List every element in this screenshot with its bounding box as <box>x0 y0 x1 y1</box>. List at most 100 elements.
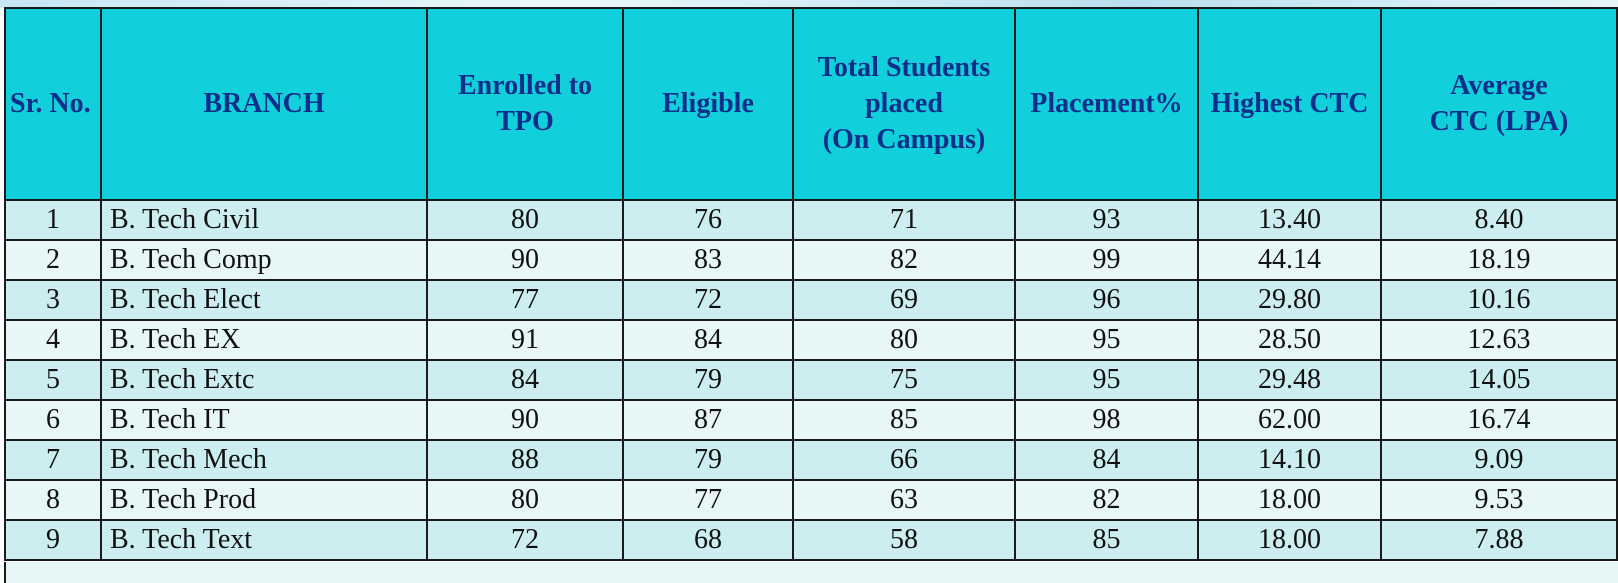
cell-average-ctc: 12.63 <box>1380 319 1618 361</box>
cell-eligible: 68 <box>622 519 794 561</box>
cell-enrolled: 80 <box>426 199 624 241</box>
header-branch: BRANCH <box>100 7 428 201</box>
cell-sr-no: 9 <box>4 519 102 561</box>
header-row: Sr. No. BRANCH Enrolled to TPO Eligible … <box>4 7 1618 201</box>
cell-eligible: 79 <box>622 359 794 401</box>
cell-highest-ctc: 62.00 <box>1197 399 1382 441</box>
cell-average-ctc: 7.88 <box>1380 519 1618 561</box>
cell-enrolled: 84 <box>426 359 624 401</box>
cell-enrolled: 91 <box>426 319 624 361</box>
cell-highest-ctc: 14.10 <box>1197 439 1382 481</box>
cell-eligible: 87 <box>622 399 794 441</box>
cell-placement-percent: 85 <box>1014 519 1199 561</box>
table-row: 9 B. Tech Text 72 68 58 85 18.00 7.88 <box>4 519 1618 561</box>
cell-sr-no: 7 <box>4 439 102 481</box>
table-row: 6 B. Tech IT 90 87 85 98 62.00 16.74 <box>4 399 1618 441</box>
cell-enrolled: 80 <box>426 479 624 521</box>
cell-highest-ctc: 28.50 <box>1197 319 1382 361</box>
cell-total-placed: 75 <box>792 359 1016 401</box>
cell-sr-no: 6 <box>4 399 102 441</box>
cell-sr-no: 2 <box>4 239 102 281</box>
header-highest-ctc-label: Highest CTC <box>1210 88 1369 119</box>
table-row: 3 B. Tech Elect 77 72 69 96 29.80 10.16 <box>4 279 1618 321</box>
table-row: 1 B. Tech Civil 80 76 71 93 13.40 8.40 <box>4 199 1618 241</box>
cell-placement-percent: 98 <box>1014 399 1199 441</box>
cell-branch: B. Tech EX <box>100 319 428 361</box>
header-placement-percent: Placement% <box>1014 7 1199 201</box>
header-eligible-label: Eligible <box>662 88 754 119</box>
table-row: 7 B. Tech Mech 88 79 66 84 14.10 9.09 <box>4 439 1618 481</box>
cell-total-placed: 80 <box>792 319 1016 361</box>
cell-sr-no: 1 <box>4 199 102 241</box>
cell-eligible: 83 <box>622 239 794 281</box>
header-average-ctc: Average CTC (LPA) <box>1380 7 1618 201</box>
header-highest-ctc: Highest CTC <box>1197 7 1382 201</box>
cell-highest-ctc: 18.00 <box>1197 519 1382 561</box>
decorative-top-band <box>0 0 1618 8</box>
cell-branch: B. Tech Mech <box>100 439 428 481</box>
cell-eligible: 79 <box>622 439 794 481</box>
cell-branch: B. Tech Elect <box>100 279 428 321</box>
cell-total-placed: 82 <box>792 239 1016 281</box>
header-total-placed-line-2: placed <box>865 88 943 119</box>
cell-highest-ctc: 13.40 <box>1197 199 1382 241</box>
header-average-ctc-line-2: CTC (LPA) <box>1429 106 1569 137</box>
header-branch-label: BRANCH <box>203 88 325 119</box>
cell-eligible: 77 <box>622 479 794 521</box>
cell-average-ctc: 18.19 <box>1380 239 1618 281</box>
cell-enrolled: 90 <box>426 239 624 281</box>
cell-placement-percent: 99 <box>1014 239 1199 281</box>
cell-average-ctc: 10.16 <box>1380 279 1618 321</box>
cell-average-ctc: 9.09 <box>1380 439 1618 481</box>
cell-enrolled: 72 <box>426 519 624 561</box>
header-sr-no: Sr. No. <box>4 7 102 201</box>
cell-total-placed: 63 <box>792 479 1016 521</box>
cell-highest-ctc: 18.00 <box>1197 479 1382 521</box>
cell-highest-ctc: 29.80 <box>1197 279 1382 321</box>
cell-branch: B. Tech Comp <box>100 239 428 281</box>
header-enrolled-line-1: Enrolled to <box>457 70 593 101</box>
cell-placement-percent: 93 <box>1014 199 1199 241</box>
table-body: 1 B. Tech Civil 80 76 71 93 13.40 8.40 2 B. Tech … <box>4 199 1618 561</box>
header-placement-percent-label: Placement% <box>1030 88 1183 119</box>
cell-total-placed: 58 <box>792 519 1016 561</box>
table-bottom-strip <box>4 562 1618 583</box>
table-row: 5 B. Tech Extc 84 79 75 95 29.48 14.05 <box>4 359 1618 401</box>
cell-placement-percent: 95 <box>1014 359 1199 401</box>
cell-enrolled: 90 <box>426 399 624 441</box>
header-total-placed-line-1: Total Students <box>817 52 991 83</box>
cell-sr-no: 5 <box>4 359 102 401</box>
header-total-placed: Total Students placed (On Campus) <box>792 7 1016 201</box>
cell-sr-no: 4 <box>4 319 102 361</box>
cell-total-placed: 66 <box>792 439 1016 481</box>
header-total-placed-line-3: (On Campus) <box>822 124 986 155</box>
cell-branch: B. Tech Extc <box>100 359 428 401</box>
header-eligible: Eligible <box>622 7 794 201</box>
cell-placement-percent: 96 <box>1014 279 1199 321</box>
cell-sr-no: 8 <box>4 479 102 521</box>
table-row: 8 B. Tech Prod 80 77 63 82 18.00 9.53 <box>4 479 1618 521</box>
cell-branch: B. Tech Prod <box>100 479 428 521</box>
cell-eligible: 72 <box>622 279 794 321</box>
table-row: 4 B. Tech EX 91 84 80 95 28.50 12.63 <box>4 319 1618 361</box>
cell-placement-percent: 95 <box>1014 319 1199 361</box>
cell-highest-ctc: 29.48 <box>1197 359 1382 401</box>
cell-eligible: 76 <box>622 199 794 241</box>
table-row: 2 B. Tech Comp 90 83 82 99 44.14 18.19 <box>4 239 1618 281</box>
cell-placement-percent: 82 <box>1014 479 1199 521</box>
cell-total-placed: 85 <box>792 399 1016 441</box>
header-enrolled-line-2: TPO <box>496 106 554 137</box>
cell-total-placed: 69 <box>792 279 1016 321</box>
header-average-ctc-line-1: Average <box>1450 70 1548 101</box>
cell-eligible: 84 <box>622 319 794 361</box>
header-sr-no-label: Sr. No. <box>10 88 91 119</box>
cell-sr-no: 3 <box>4 279 102 321</box>
placement-table: Sr. No. BRANCH Enrolled to TPO Eligible … <box>4 7 1618 561</box>
cell-total-placed: 71 <box>792 199 1016 241</box>
cell-branch: B. Tech Civil <box>100 199 428 241</box>
header-enrolled: Enrolled to TPO <box>426 7 624 201</box>
cell-branch: B. Tech IT <box>100 399 428 441</box>
cell-average-ctc: 8.40 <box>1380 199 1618 241</box>
cell-average-ctc: 16.74 <box>1380 399 1618 441</box>
